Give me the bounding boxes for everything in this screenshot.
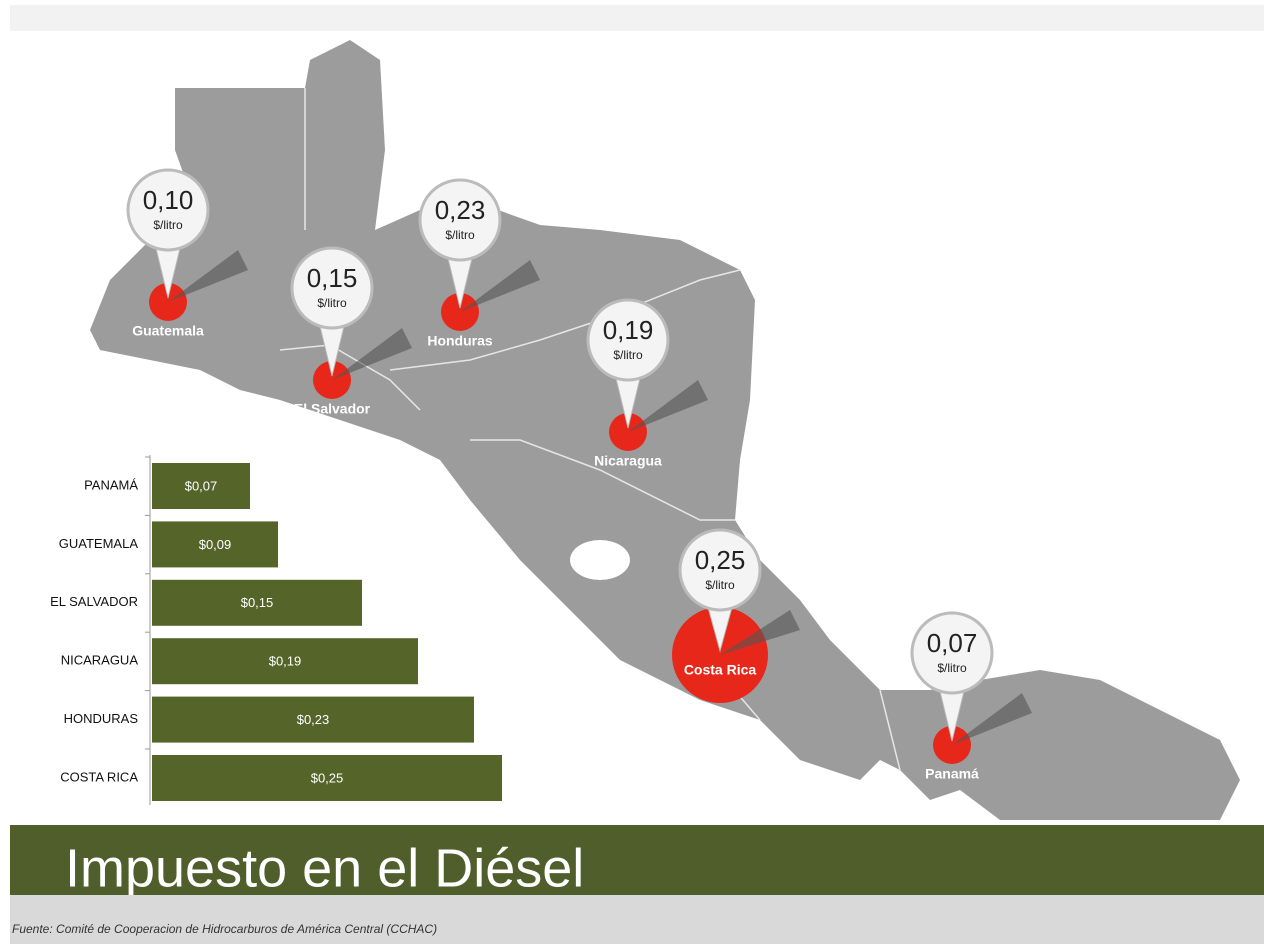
pin-unit: $/litro bbox=[317, 296, 347, 310]
pin-balloon bbox=[126, 168, 210, 252]
bar-label: $0,19 bbox=[269, 654, 302, 669]
pin-value: 0,10 bbox=[143, 185, 194, 215]
bar-label: $0,15 bbox=[241, 595, 274, 610]
bar bbox=[152, 463, 250, 509]
category-label: HONDURAS bbox=[64, 711, 139, 726]
pin-value: 0,07 bbox=[927, 628, 978, 658]
title: Impuesto en el Diésel bbox=[65, 838, 584, 898]
pin-balloon bbox=[290, 246, 374, 330]
pin-balloon bbox=[910, 611, 994, 695]
bar bbox=[152, 521, 278, 568]
country-label: El Salvador bbox=[294, 401, 371, 417]
country-label: Nicaragua bbox=[594, 453, 662, 469]
category-label: COSTA RICA bbox=[60, 769, 138, 784]
pin-shadow bbox=[332, 328, 412, 380]
top-strip bbox=[10, 5, 1264, 31]
bar-label: $0,23 bbox=[297, 712, 330, 727]
country-label: Costa Rica bbox=[684, 662, 757, 678]
map-land bbox=[90, 40, 1240, 820]
pin-unit: $/litro bbox=[705, 578, 735, 592]
pin-unit: $/litro bbox=[937, 661, 967, 675]
pin-balloon bbox=[586, 298, 670, 382]
pin-value: 0,19 bbox=[603, 315, 654, 345]
bar-label: $0,25 bbox=[311, 770, 344, 785]
lake bbox=[570, 540, 630, 580]
banner bbox=[10, 825, 1264, 895]
pin-shadow bbox=[720, 610, 800, 655]
pin-value: 0,23 bbox=[435, 195, 486, 225]
bar-label: $0,09 bbox=[199, 537, 232, 552]
country-label: Panamá bbox=[925, 766, 979, 782]
bar bbox=[152, 696, 474, 743]
pin-unit: $/litro bbox=[445, 228, 475, 242]
country-label: Honduras bbox=[427, 333, 493, 349]
pin-unit: $/litro bbox=[153, 218, 183, 232]
bar bbox=[152, 579, 362, 626]
pin-shadow bbox=[460, 260, 540, 312]
pin-shadow bbox=[628, 380, 708, 432]
category-label: NICARAGUA bbox=[61, 653, 139, 668]
country-label: Guatemala bbox=[132, 323, 204, 339]
pin-shadow bbox=[168, 250, 248, 302]
category-label: PANAMÁ bbox=[84, 477, 138, 492]
pin-balloon bbox=[678, 528, 762, 612]
category-label: GUATEMALA bbox=[59, 536, 139, 551]
bar bbox=[152, 755, 502, 801]
source-strip bbox=[10, 895, 1264, 944]
pin-value: 0,25 bbox=[695, 545, 746, 575]
bar-label: $0,07 bbox=[185, 478, 218, 493]
category-label: EL SALVADOR bbox=[50, 594, 138, 609]
bar bbox=[152, 638, 418, 685]
pin-shadow bbox=[952, 693, 1032, 745]
pin-unit: $/litro bbox=[613, 348, 643, 362]
pin-balloon bbox=[418, 178, 502, 262]
pin-value: 0,15 bbox=[307, 263, 358, 293]
source: Fuente: Comité de Cooperacion de Hidroca… bbox=[12, 922, 437, 936]
